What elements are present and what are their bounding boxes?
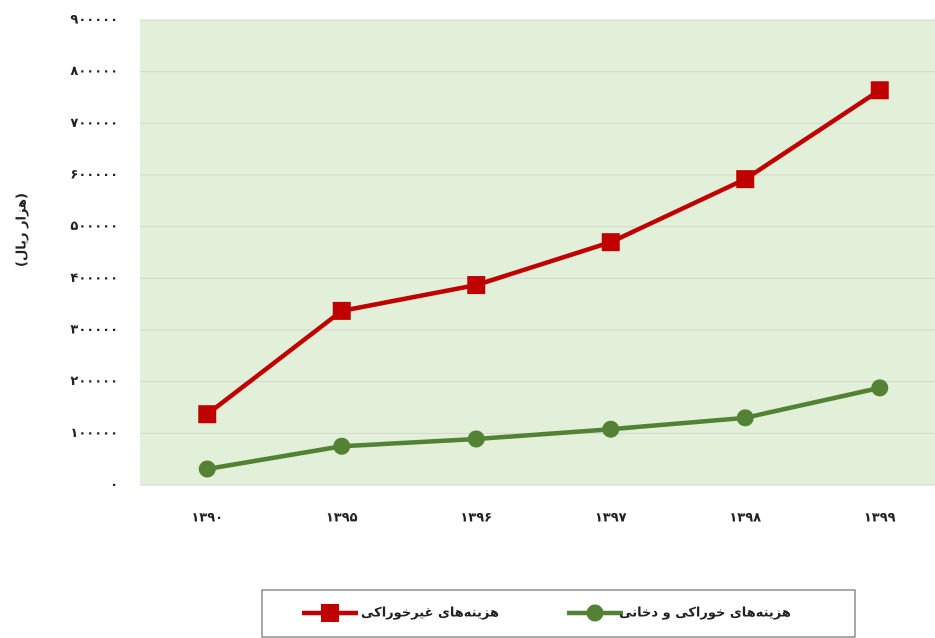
marker [586, 604, 604, 622]
x-tick-label: ۱۳۹۹ [864, 511, 896, 526]
marker [198, 460, 216, 478]
x-tick-label: ۱۳۹۵ [326, 511, 358, 526]
x-tick-label: ۱۳۹۸ [729, 511, 761, 526]
series-line [205, 88, 881, 417]
marker [321, 604, 339, 622]
marker [871, 379, 889, 397]
y-tick-label: ۸۰۰۰۰۰ [70, 64, 118, 79]
plot-area [140, 20, 935, 485]
marker [602, 420, 620, 438]
y-tick-label: ۶۰۰۰۰۰ [70, 168, 118, 183]
marker [467, 276, 486, 295]
series-line [206, 385, 881, 472]
legend-label: هزینه‌های خوراکی و دخانی [619, 606, 791, 621]
marker [332, 301, 351, 320]
y-tick-label: ۷۰۰۰۰۰ [70, 116, 118, 131]
x-tick-label: ۱۳۹۰ [191, 511, 223, 526]
marker [467, 430, 485, 448]
y-axis-title: (هزار ریال) [15, 193, 30, 267]
marker [736, 409, 754, 427]
x-tick-label: ۱۳۹۷ [595, 511, 627, 526]
y-tick-label: ۴۰۰۰۰۰ [70, 271, 118, 286]
marker [333, 437, 351, 455]
legend-box [261, 589, 856, 638]
x-tick-label: ۱۳۹۶ [460, 511, 492, 526]
marker [601, 233, 620, 252]
y-tick-label: ۱۰۰۰۰۰ [70, 426, 118, 441]
y-tick-label: ۲۰۰۰۰۰ [70, 374, 118, 389]
y-tick-label: ٠ [110, 478, 118, 493]
marker [736, 170, 755, 189]
marker [870, 81, 889, 100]
legend-label: هزینه‌های غیرخوراکی [361, 606, 499, 621]
y-tick-label: ۹۰۰۰۰۰ [70, 13, 118, 28]
y-tick-label: ۵۰۰۰۰۰ [70, 219, 118, 234]
marker [198, 405, 217, 424]
y-tick-label: ۳۰۰۰۰۰ [70, 323, 118, 338]
